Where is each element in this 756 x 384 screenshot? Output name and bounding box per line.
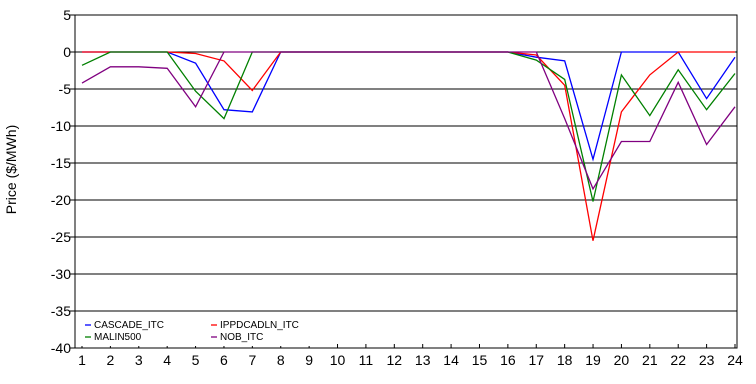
x-tick-label: 9 — [305, 352, 313, 368]
x-tick-label: 21 — [642, 352, 658, 368]
gridlines — [75, 14, 737, 349]
legend-label: NOB_ITC — [220, 332, 263, 343]
y-tick-label: -15 — [51, 155, 71, 171]
x-tick-label: 10 — [330, 352, 346, 368]
y-tick-label: -5 — [59, 81, 72, 97]
legend-box — [79, 318, 329, 346]
x-tick-label: 16 — [500, 352, 516, 368]
x-tick-label: 1 — [78, 352, 86, 368]
y-axis-title: Price ($/MWh) — [3, 125, 19, 214]
y-axis: 5 0 -5 -10 -15 -20 -25 -30 -35 -40 — [51, 7, 75, 356]
series-lines — [81, 51, 736, 241]
y-tick-label: -30 — [51, 266, 71, 282]
y-tick-label: 0 — [63, 44, 71, 60]
y-tick-label: -40 — [51, 340, 71, 356]
y-tick-label: -10 — [51, 118, 71, 134]
x-tick-label: 2 — [106, 352, 114, 368]
series-line-ippdcadln-itc — [82, 51, 735, 241]
legend-label: CASCADE_ITC — [94, 320, 164, 331]
legend: CASCADE_ITC IPPDCADLN_ITC MALIN500 NOB_ITC — [79, 318, 329, 346]
x-tick-label: 14 — [443, 352, 459, 368]
x-tick-label: 23 — [699, 352, 715, 368]
series-line-cascade-itc — [82, 51, 736, 162]
series-line-nob-itc — [81, 51, 736, 191]
x-tick-label: 3 — [135, 352, 143, 368]
y-tick-label: 5 — [63, 7, 71, 23]
plot-area-frame — [74, 14, 738, 349]
x-tick-label: 11 — [359, 352, 374, 368]
x-axis: 1 2 3 4 5 6 7 8 9 10 11 12 13 14 15 16 17 18 19 20 21 22 23 24 — [78, 344, 743, 368]
x-tick-label: 15 — [472, 352, 488, 368]
y-tick-label: -35 — [51, 303, 71, 319]
x-tick-label: 19 — [585, 352, 601, 368]
series-line-malin500 — [81, 51, 736, 202]
x-tick-label: 22 — [670, 352, 686, 368]
x-tick-label: 7 — [248, 352, 256, 368]
x-tick-label: 18 — [557, 352, 573, 368]
x-tick-label: 24 — [727, 352, 743, 368]
x-tick-label: 17 — [528, 352, 544, 368]
x-tick-label: 6 — [220, 352, 228, 368]
x-tick-label: 8 — [277, 352, 285, 368]
x-tick-label: 5 — [192, 352, 200, 368]
y-tick-label: -25 — [51, 229, 71, 245]
legend-label: IPPDCADLN_ITC — [220, 320, 299, 331]
x-tick-label: 20 — [614, 352, 630, 368]
x-tick-label: 4 — [163, 352, 171, 368]
x-tick-label: 13 — [415, 352, 431, 368]
y-tick-label: -20 — [51, 192, 71, 208]
x-tick-label: 12 — [387, 352, 403, 368]
legend-label: MALIN500 — [94, 332, 142, 343]
